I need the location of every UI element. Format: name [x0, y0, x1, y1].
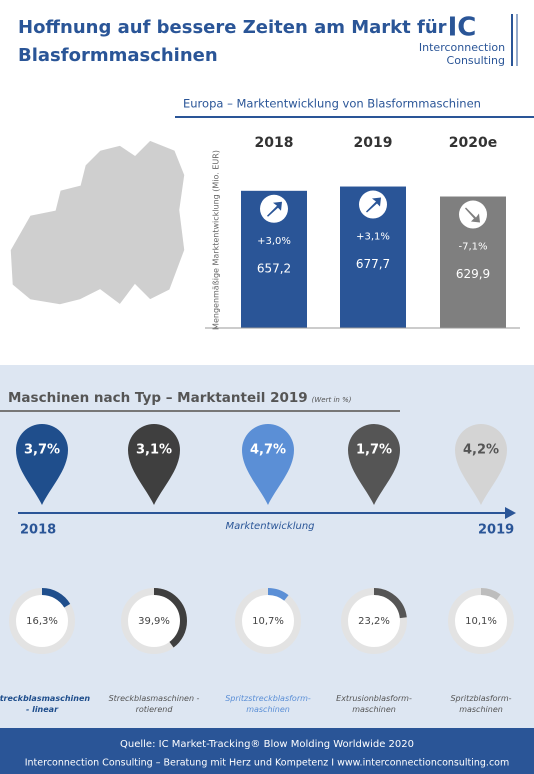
timeline-arrowhead — [505, 507, 516, 519]
category-label-line: Spritzstreckblasform- — [225, 694, 311, 703]
x-tick-label: 2019 — [354, 135, 393, 151]
trend-arrow — [267, 201, 282, 217]
donut-label: 10,1% — [465, 616, 497, 627]
x-tick-label: 2020e — [449, 135, 497, 151]
section-background — [0, 365, 534, 728]
donut-segment — [121, 588, 187, 654]
europe-map — [9, 139, 186, 307]
donut-segment — [448, 588, 514, 654]
donut-label: 23,2% — [358, 616, 390, 627]
title: Blasformmaschinen — [18, 45, 218, 66]
pin-label: 4,2% — [463, 443, 499, 458]
change-label: -7,1% — [458, 242, 487, 253]
category-label: Extrusionblasform-maschinen — [336, 694, 412, 714]
trend-arrow — [366, 197, 381, 213]
value-label: 677,7 — [356, 257, 390, 271]
category-label-line: maschinen — [246, 705, 290, 714]
category-label: Spritzstreckblasform-maschinen — [225, 694, 311, 714]
section-title-note: (Wert in %) — [312, 396, 352, 404]
chart-title: Europa – Marktentwicklung von Blasformma… — [183, 97, 481, 111]
pin-label: 3,1% — [136, 443, 172, 458]
footer-tagline: Interconnection Consulting – Beratung mi… — [25, 758, 510, 769]
pin — [242, 424, 294, 505]
category-label-line: maschinen — [459, 705, 503, 714]
donut-label: 39,9% — [138, 616, 170, 627]
pin — [128, 424, 180, 505]
donut-label: 10,7% — [252, 616, 284, 627]
category-label-line: rotierend — [136, 705, 174, 714]
section-title: Maschinen nach Typ – Marktanteil 2019 — [8, 390, 308, 406]
category-label: Streckblasmaschinen - rotierend — [109, 694, 200, 714]
category-label: Spritzblasform-maschinen — [450, 694, 511, 714]
category-label-line: maschinen — [352, 705, 396, 714]
category-label-line: Streckblasmaschinen - — [109, 694, 200, 703]
timeline-label: Marktentwicklung — [225, 521, 314, 532]
value-label: 629,9 — [456, 267, 490, 281]
y-axis-label: Mengenmäßige Marktentwicklung (Mio. EUR) — [212, 150, 221, 330]
footer-background — [0, 728, 534, 774]
pin — [348, 424, 400, 505]
category-label-line: Spritzblasform- — [450, 694, 511, 703]
timeline-end: 2019 — [478, 523, 514, 538]
x-tick-label: 2018 — [255, 135, 294, 151]
pin-label: 4,7% — [250, 443, 286, 458]
logo-text: Interconnection — [419, 41, 505, 54]
category-label: Streckblasmaschinen - linear — [0, 694, 90, 714]
donut-label: 16,3% — [26, 616, 58, 627]
timeline-start: 2018 — [20, 523, 56, 538]
logo-text: Consulting — [447, 54, 505, 67]
change-label: +3,0% — [257, 236, 291, 247]
category-label-line: Streckblasmaschinen — [0, 694, 90, 703]
category-label-line: - linear — [26, 705, 59, 714]
pin-label: 1,7% — [356, 443, 392, 458]
value-label: 657,2 — [257, 261, 291, 275]
donut-segment — [9, 588, 75, 654]
donut-segment — [235, 588, 301, 654]
category-label-line: Extrusionblasform- — [336, 694, 412, 703]
title: Hoffnung auf bessere Zeiten am Markt für — [18, 17, 447, 38]
pin-label: 3,7% — [24, 443, 60, 458]
pin — [16, 424, 68, 505]
trend-arrow — [465, 207, 481, 223]
logo: IC — [448, 13, 477, 43]
footer-source: Quelle: IC Market-Tracking® Blow Molding… — [120, 739, 414, 750]
pin — [455, 424, 507, 505]
change-label: +3,1% — [356, 232, 390, 243]
donut-segment — [341, 588, 407, 654]
